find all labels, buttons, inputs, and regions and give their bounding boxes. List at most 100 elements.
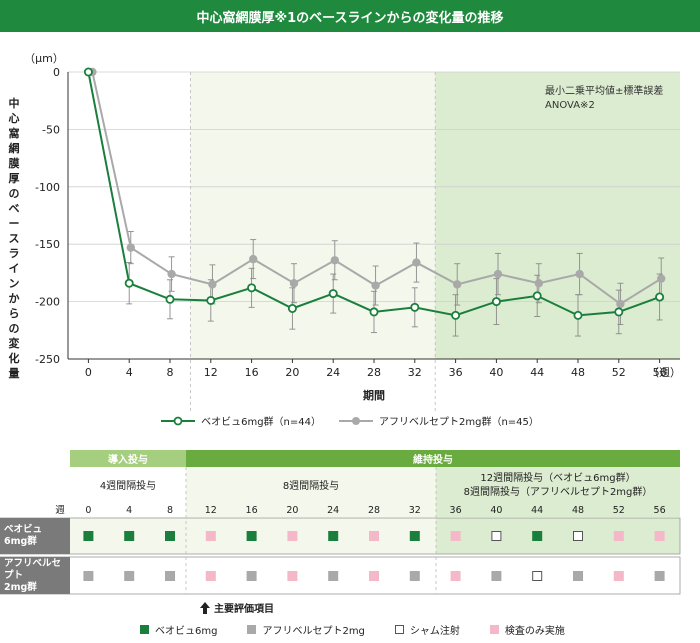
x-tick-label: 12: [204, 366, 218, 379]
row-afli-border: [0, 556, 681, 595]
schedule-week-number: 28: [368, 505, 380, 516]
afli-mark-afli: [124, 571, 135, 581]
schedule-week-number: 40: [490, 505, 502, 516]
series-point-beovu: [491, 297, 501, 307]
x-tick-label: 44: [530, 366, 544, 379]
beovu-mark-beovu: [83, 531, 94, 541]
beovu-mark-exam: [369, 531, 379, 541]
x-tick-label: 24: [326, 366, 340, 379]
x-tick-label: 0: [85, 366, 92, 379]
primary-endpoint-label: 主要評価項目: [214, 604, 274, 615]
afli-mark-exam: [613, 571, 624, 581]
beovu-mark-exam: [654, 531, 665, 541]
row-beovu-bg-a: [70, 518, 436, 554]
series-point-beovu: [451, 310, 461, 320]
x-tick-label: 8: [167, 366, 174, 379]
afli-mark-afli: [409, 571, 420, 581]
row-beovu-border: [0, 517, 681, 555]
schedule-legend-exam-label: 検査のみ実施: [504, 626, 565, 637]
y-tick-label: -250: [35, 353, 60, 366]
x-tick-label: 28: [367, 366, 381, 379]
series-point-afli: [330, 256, 339, 265]
series-point-afli: [208, 280, 217, 289]
primary-endpoint-note: 主要評価項目: [200, 600, 274, 615]
series-point-afli: [412, 258, 421, 267]
x-tick-label: 4: [126, 366, 133, 379]
afli-mark-sham: [532, 571, 543, 581]
chart-legend: ベオビュ6mg群（n=44） アフリベルセプト2mg群（n=45）: [0, 413, 700, 428]
series-point-afli: [371, 281, 380, 290]
series-point-beovu: [206, 295, 216, 305]
series-point-beovu: [369, 307, 379, 317]
series-point-afli: [167, 269, 176, 279]
schedule-legend-sham: シャム注射: [394, 622, 460, 637]
beovu-mark-beovu: [165, 531, 175, 541]
afli-mark-afli: [83, 571, 94, 581]
schedule-week-number: 20: [286, 505, 298, 516]
series-point-beovu: [655, 292, 665, 302]
y-unit-label: （μm）: [24, 52, 64, 65]
schedule-week-number: 16: [246, 505, 258, 516]
schedule-week-number: 32: [409, 505, 421, 516]
series-point-afli: [289, 279, 299, 288]
schedule-legend-afli: アフリベルセプト2mg: [247, 622, 365, 637]
sham-square-icon: [394, 625, 404, 634]
exam-square-icon: [489, 625, 499, 634]
y-tick-label: 0: [53, 66, 60, 79]
x-tick-label: 32: [408, 366, 422, 379]
series-point-afli: [249, 254, 258, 264]
schedule-legend: ベオビュ6mg アフリベルセプト2mg シャム注射 検査のみ実施: [140, 622, 565, 637]
y-tick-label: -200: [35, 296, 60, 309]
row-label-beovu-line1: ベオビュ: [4, 524, 43, 535]
series-point-afli: [657, 274, 666, 283]
x-unit-label: （週）: [648, 366, 681, 379]
schedule-week-number: 56: [654, 505, 666, 516]
phase-maintenance-label: 維持投与: [413, 455, 453, 466]
series-point-beovu: [247, 283, 257, 293]
schedule-week-number: 0: [85, 505, 91, 516]
series-point-beovu: [287, 303, 297, 313]
afli-square-icon: [247, 625, 257, 634]
schedule-week-number: 36: [450, 505, 462, 516]
beovu-mark-sham: [573, 531, 583, 541]
afli-mark-exam: [205, 571, 216, 581]
series-point-afli: [453, 280, 462, 289]
schedule-week-number: 48: [572, 505, 584, 516]
schedule-week-number: 52: [613, 505, 625, 516]
x-tick-label: 20: [285, 366, 299, 379]
series-point-beovu: [573, 310, 583, 320]
beovu-mark-sham: [491, 531, 502, 541]
row-label-afli-line1: アフリベルセプト: [4, 557, 62, 581]
legend-beovu-label: ベオビュ6mg群（n=44）: [201, 417, 321, 428]
series-point-beovu: [614, 307, 624, 317]
interval-8w-text: 8週間隔投与: [282, 481, 340, 492]
x-tick-label: 16: [245, 366, 259, 379]
schedule-week-number: 24: [327, 505, 339, 516]
beovu-mark-exam: [450, 531, 461, 541]
beovu-mark-exam: [205, 531, 216, 541]
series-point-beovu: [124, 278, 134, 288]
series-point-beovu: [328, 289, 338, 299]
beovu-mark-beovu: [532, 531, 543, 541]
beovu-mark-beovu: [124, 531, 135, 541]
chart-title: 中心窩網膜厚※1のベースラインからの変化量の推移: [196, 10, 504, 26]
y-tick-label: -100: [35, 181, 60, 194]
series-point-afli: [616, 299, 625, 309]
schedule-week-number: 44: [531, 505, 543, 516]
interval-12w-line2: 8週間隔投与（アフリベルセプト2mg群）: [463, 487, 653, 498]
afli-mark-exam: [450, 571, 461, 581]
row-label-afli-line2: 2mg群: [4, 581, 37, 593]
afli-mark-exam: [369, 571, 379, 581]
afli-mark-afli: [654, 571, 665, 581]
afli-mark-afli: [328, 571, 339, 581]
legend-item-beovu: ベオビュ6mg群（n=44）: [161, 413, 321, 428]
x-tick-label: 52: [612, 366, 626, 379]
y-tick-label: -150: [35, 238, 60, 251]
schedule-legend-exam: 検査のみ実施: [489, 622, 565, 637]
series-point-afli: [575, 269, 584, 279]
chart-title-bar: 中心窩網膜厚※1のベースラインからの変化量の推移: [0, 0, 700, 32]
schedule-week-number: 4: [126, 505, 132, 516]
beovu-mark-beovu: [409, 531, 420, 541]
series-point-afli: [534, 279, 543, 288]
row-label-beovu: ベオビュ 6mg群: [0, 518, 70, 554]
